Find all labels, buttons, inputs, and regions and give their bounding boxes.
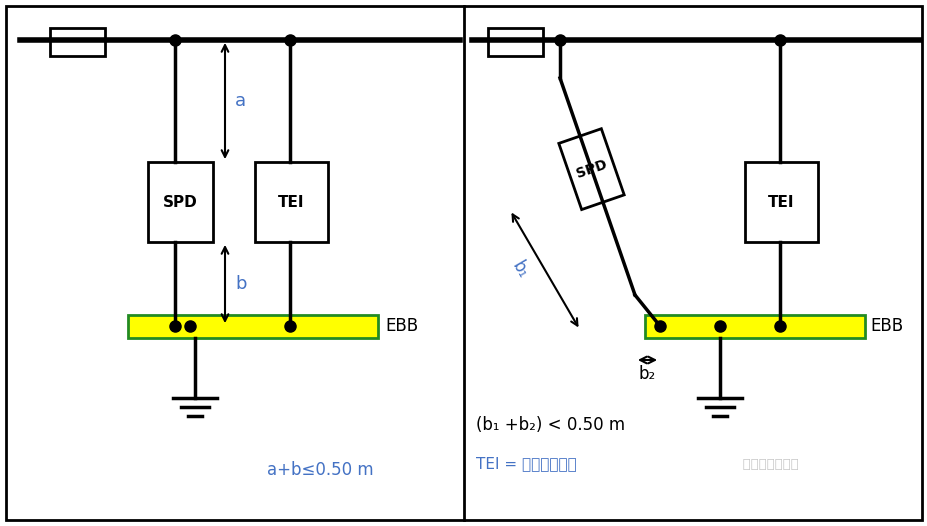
Text: b: b: [235, 275, 247, 293]
Text: TEI = 终端设备接口: TEI = 终端设备接口: [476, 456, 576, 471]
Text: 电气设计大杂烩: 电气设计大杂烩: [730, 458, 798, 471]
Text: b₁: b₁: [507, 258, 531, 282]
Text: SPD: SPD: [163, 195, 197, 209]
Text: a+b≤0.50 m: a+b≤0.50 m: [266, 461, 373, 479]
Bar: [128, 315, 377, 338]
Bar: [147, 162, 213, 242]
Bar: [744, 162, 817, 242]
Text: EBB: EBB: [385, 317, 418, 335]
Text: TEI: TEI: [768, 195, 794, 209]
Text: SPD: SPD: [574, 157, 608, 181]
Bar: [50, 28, 105, 56]
Bar: [488, 28, 542, 56]
Bar: [255, 162, 327, 242]
Bar: [644, 315, 864, 338]
Text: TEI: TEI: [278, 195, 304, 209]
Bar: [558, 129, 624, 209]
Text: a: a: [235, 92, 246, 110]
Text: EBB: EBB: [870, 317, 902, 335]
Text: b₂: b₂: [638, 365, 655, 383]
Text: (b₁ +b₂) < 0.50 m: (b₁ +b₂) < 0.50 m: [476, 416, 625, 434]
